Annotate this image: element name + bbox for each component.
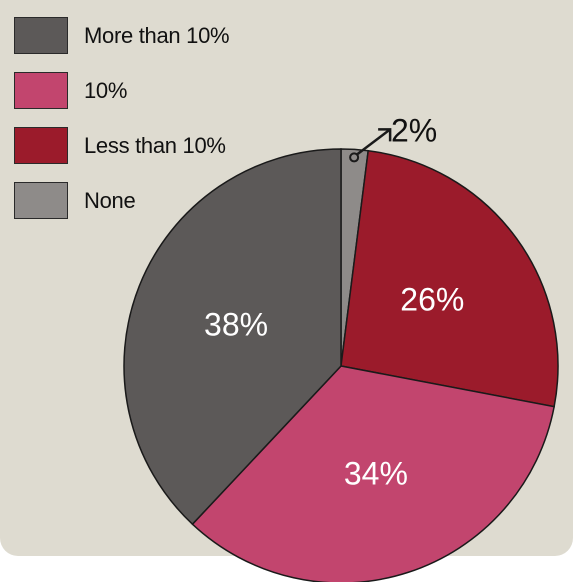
- pie-slice-less-than-10: [340, 149, 559, 408]
- legend-item-none: None: [14, 179, 229, 222]
- legend: More than 10% 10% Less than 10% None: [14, 14, 230, 234]
- legend-label: More than 10%: [84, 22, 230, 48]
- pie-slice-10: [191, 365, 556, 582]
- legend-swatch: [14, 182, 68, 219]
- leader-line: [356, 128, 391, 156]
- legend-swatch: [14, 17, 68, 54]
- data-label: 38%: [204, 306, 268, 342]
- legend-swatch: [14, 127, 68, 164]
- legend-item-more-than-10: More than 10%: [14, 14, 230, 57]
- leader-arrowhead: [378, 128, 392, 142]
- legend-label: None: [84, 187, 136, 213]
- legend-item-less-than-10: Less than 10%: [14, 124, 229, 167]
- legend-label: 10%: [84, 77, 128, 103]
- legend-item-10: 10%: [14, 69, 229, 112]
- pie-slice-more-than-10: [123, 148, 342, 526]
- data-label: 34%: [344, 455, 408, 491]
- legend-label: Less than 10%: [84, 132, 226, 158]
- leader-dot: [349, 152, 360, 163]
- legend-swatch: [14, 72, 68, 109]
- data-label: 26%: [400, 282, 464, 318]
- data-label: 2%: [391, 112, 437, 148]
